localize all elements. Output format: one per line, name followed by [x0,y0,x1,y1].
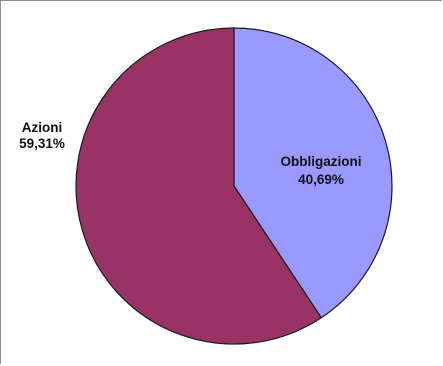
slice-value-azioni: 59,31% [19,136,65,151]
slice-value-obbligazioni: 40,69% [298,172,344,187]
pie-slice-azioni [75,27,323,345]
slice-label-azioni: Azioni [22,120,63,135]
pie-labels: Azioni 59,31% Obbligazioni 40,69% [19,120,361,187]
slice-label-obbligazioni: Obbligazioni [281,154,362,169]
pie-slices [75,27,393,345]
